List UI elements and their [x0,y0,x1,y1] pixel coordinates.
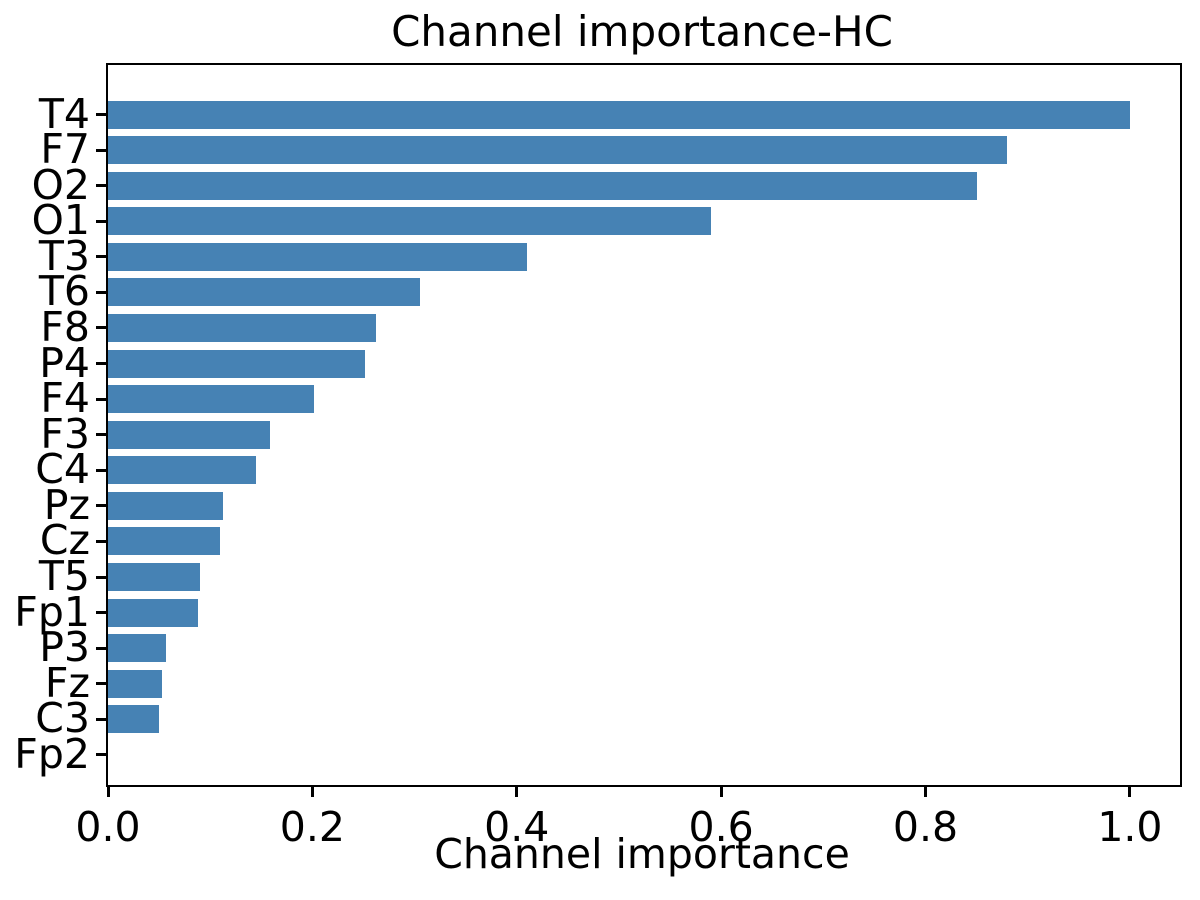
x-tick-label-0.2: 0.2 [279,803,345,851]
bar-pz [108,491,223,520]
y-tick-o2 [96,184,106,188]
y-tick-t3 [96,255,106,259]
x-tick-label-0.4: 0.4 [484,803,550,851]
bar-t4 [108,100,1130,129]
plot-area: T4 F7 O2 O1 T3 T6 F8 P4 F4 F3 C4 Pz Cz T5 Fp1 P3 Fz C3 Fp2… [14,63,1182,848]
y-tick-p3 [96,646,106,650]
bar-f7 [108,136,1007,165]
bar-fz [108,669,162,698]
y-tick-label-fp2: Fp2 [14,729,90,778]
y-tick-label-p3: P3 [39,623,90,672]
bar-o2 [108,171,977,200]
bar-t5 [108,563,200,592]
y-tick-f4 [96,397,106,401]
y-tick-o1 [96,219,106,223]
y-tick-t4 [96,113,106,116]
bar-cz [108,527,220,556]
y-tick-label-f7: F7 [40,125,90,174]
y-tick-label-t4: T4 [38,89,90,138]
bar-p4 [108,349,365,378]
y-tick-t6 [96,290,106,294]
y-tick-f3 [96,433,106,437]
y-tick-label-t5: T5 [38,552,90,601]
y-tick-label-o2: O2 [31,160,90,209]
y-tick-label-t6: T6 [38,267,90,316]
bar-o1 [108,207,711,236]
bar-p3 [108,634,166,663]
y-tick-label-fz: Fz [44,658,90,707]
x-tick-0.4 [515,787,519,797]
bar-f4 [108,385,314,414]
x-tick-label-0.6: 0.6 [688,803,754,851]
y-tick-fz [96,682,106,686]
y-tick-c3 [96,717,106,721]
x-axis-label: Channel importance [434,830,850,878]
y-tick-fp1 [96,611,106,615]
y-tick-label-pz: Pz [43,480,90,529]
y-tick-label-f4: F4 [40,374,90,423]
bar-f8 [108,313,376,342]
x-tick-1.0 [1128,787,1132,797]
y-tick-label-c3: C3 [35,694,90,743]
bar-c3 [108,705,159,734]
x-tick-label-0.8: 0.8 [892,803,959,851]
x-tick-label-0.0: 0.0 [75,803,141,851]
y-tick-p4 [96,362,106,366]
y-tick-f7 [96,148,106,152]
x-tick-0.6 [719,787,723,797]
x-tick-label-1.0: 1.0 [1097,803,1163,851]
y-tick-label-cz: Cz [39,516,90,565]
y-tick-label-f8: F8 [40,302,90,351]
y-tick-label-t3: T3 [38,231,90,280]
x-tick-0.8 [924,787,928,797]
y-tick-cz [96,539,106,543]
y-tick-c4 [96,468,106,472]
bar-c4 [108,456,256,485]
y-tick-f8 [96,326,106,330]
chart-title: Channel importance-HC [391,7,893,56]
y-tick-label-o1: O1 [31,196,90,245]
y-tick-label-p4: P4 [39,338,90,387]
bar-f3 [108,420,270,449]
y-tick-t5 [96,575,106,579]
x-tick-0.0 [106,787,110,797]
bar-t3 [108,242,527,271]
y-tick-label-c4: C4 [35,445,90,494]
bar-fp1 [108,598,198,627]
y-tick-label-f3: F3 [40,409,90,458]
y-tick-pz [96,504,106,508]
y-tick-fp2 [96,753,106,757]
bar-t6 [108,278,420,307]
x-tick-0.2 [310,787,314,797]
y-tick-label-fp1: Fp1 [14,587,90,636]
